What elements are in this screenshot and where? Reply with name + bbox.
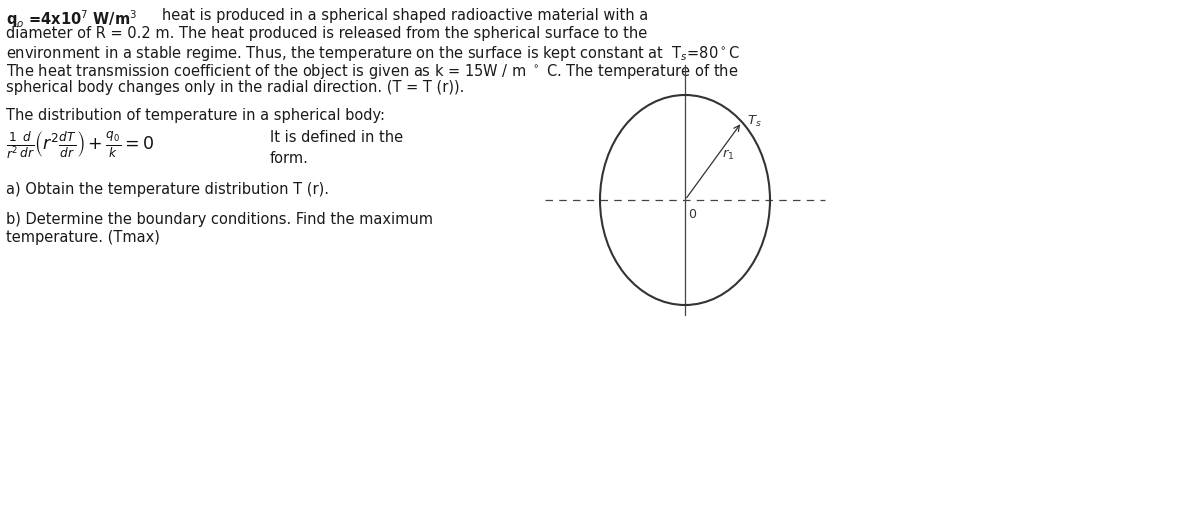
Text: diameter of R = 0.2 m. The heat produced is released from the spherical surface : diameter of R = 0.2 m. The heat produced… xyxy=(6,26,647,41)
Text: heat is produced in a spherical shaped radioactive material with a: heat is produced in a spherical shaped r… xyxy=(148,8,648,23)
Text: q$_o$ =4x10$^7$ W/m$^3$: q$_o$ =4x10$^7$ W/m$^3$ xyxy=(6,8,137,30)
Text: temperature. (Tmax): temperature. (Tmax) xyxy=(6,230,160,245)
Text: It is defined in the
form.: It is defined in the form. xyxy=(270,130,403,166)
Text: $\frac{1}{r^2}\frac{d}{dr}\left(r^2\frac{dT}{dr}\right)+\frac{q_0}{k}=0$: $\frac{1}{r^2}\frac{d}{dr}\left(r^2\frac… xyxy=(6,130,155,162)
Text: a) Obtain the temperature distribution T (r).: a) Obtain the temperature distribution T… xyxy=(6,182,329,197)
Text: The distribution of temperature in a spherical body:: The distribution of temperature in a sph… xyxy=(6,108,385,123)
Text: $T_s$: $T_s$ xyxy=(746,114,762,129)
Text: 0: 0 xyxy=(688,208,696,221)
Text: spherical body changes only in the radial direction. (T = T (r)).: spherical body changes only in the radia… xyxy=(6,80,464,95)
Text: environment in a stable regime. Thus, the temperature on the surface is kept con: environment in a stable regime. Thus, th… xyxy=(6,44,740,63)
Text: b) Determine the boundary conditions. Find the maximum: b) Determine the boundary conditions. Fi… xyxy=(6,212,433,227)
Text: The heat transmission coefficient of the object is given as k = 15W / m $^\circ$: The heat transmission coefficient of the… xyxy=(6,62,738,81)
Text: $r_1$: $r_1$ xyxy=(722,148,734,162)
